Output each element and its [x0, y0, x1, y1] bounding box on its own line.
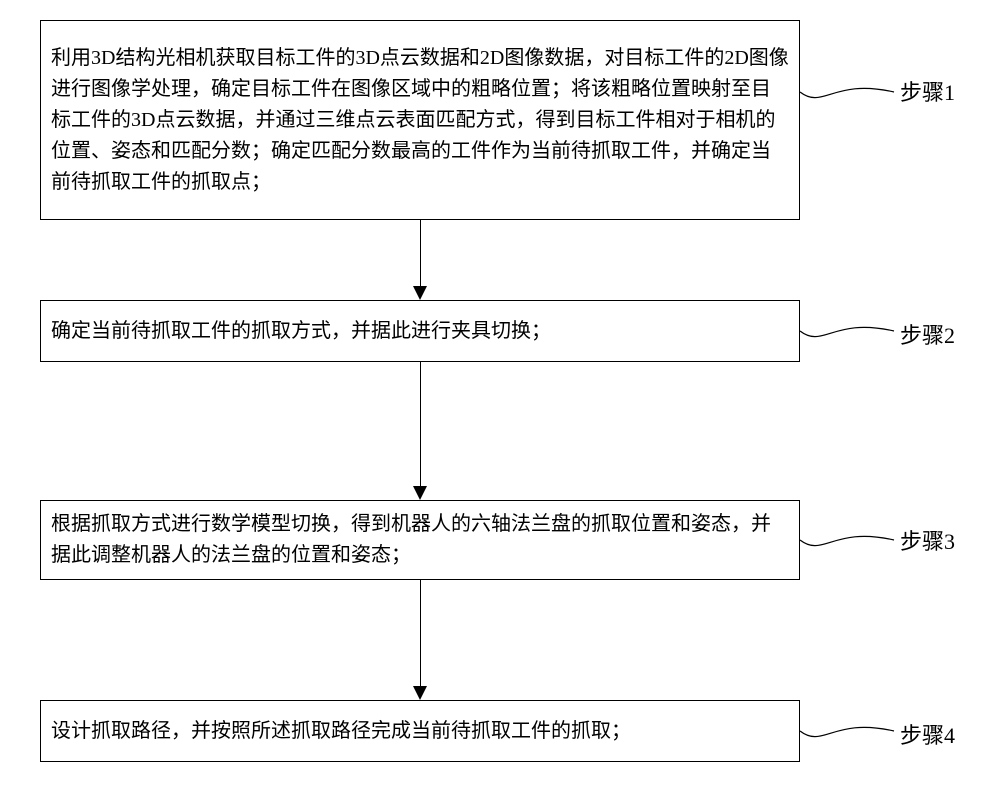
step2-box: 确定当前待抓取工件的抓取方式，并据此进行夹具切换； [40, 300, 800, 362]
step1-box: 利用3D结构光相机获取目标工件的3D点云数据和2D图像数据，对目标工件的2D图像… [40, 20, 800, 220]
step3-label: 步骤3 [900, 524, 955, 556]
step3-box: 根据抓取方式进行数学模型切换，得到机器人的六轴法兰盘的抓取位置和姿态，并据此调整… [40, 500, 800, 580]
step2-connector [800, 301, 894, 361]
step2-label: 步骤2 [900, 318, 955, 350]
step1-label: 步骤1 [900, 75, 955, 107]
arrow-3-head [413, 686, 427, 700]
step3-text: 根据抓取方式进行数学模型切换，得到机器人的六轴法兰盘的抓取位置和姿态，并据此调整… [51, 509, 789, 571]
step4-box: 设计抓取路径，并按照所述抓取路径完成当前待抓取工件的抓取； [40, 700, 800, 762]
arrow-2-line [420, 362, 421, 486]
flowchart-canvas: 利用3D结构光相机获取目标工件的3D点云数据和2D图像数据，对目标工件的2D图像… [0, 0, 1000, 790]
step3-connector [800, 510, 894, 570]
step2-text: 确定当前待抓取工件的抓取方式，并据此进行夹具切换； [51, 316, 551, 347]
arrow-3-line [420, 580, 421, 686]
arrow-1-head [413, 286, 427, 300]
step1-connector [800, 62, 894, 122]
step4-label: 步骤4 [900, 718, 955, 750]
step4-connector [800, 701, 894, 761]
step1-text: 利用3D结构光相机获取目标工件的3D点云数据和2D图像数据，对目标工件的2D图像… [51, 43, 789, 198]
arrow-1-line [420, 220, 421, 286]
arrow-2-head [413, 486, 427, 500]
step4-text: 设计抓取路径，并按照所述抓取路径完成当前待抓取工件的抓取； [51, 716, 631, 747]
